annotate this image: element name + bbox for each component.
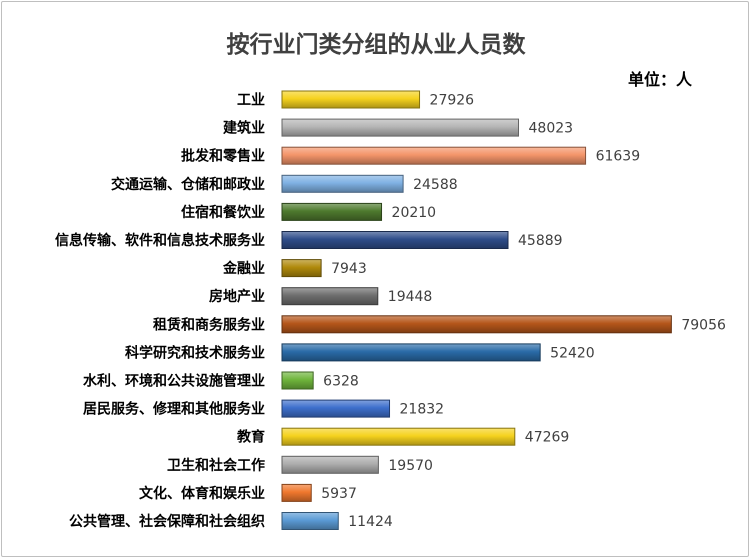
value-label: 19448 bbox=[388, 289, 433, 305]
bar bbox=[281, 90, 421, 109]
category-label: 科学研究和技术服务业 bbox=[125, 344, 265, 361]
category-label: 教育 bbox=[237, 429, 265, 446]
bar bbox=[281, 512, 339, 530]
bar bbox=[281, 399, 391, 418]
category-label: 房地产业 bbox=[209, 288, 265, 305]
category-label: 信息传输、软件和信息技术服务业 bbox=[55, 232, 265, 249]
bar bbox=[281, 343, 541, 362]
value-label: 48023 bbox=[529, 121, 574, 137]
value-label: 52420 bbox=[550, 345, 595, 361]
value-label: 20210 bbox=[392, 205, 437, 221]
bar bbox=[281, 427, 516, 446]
value-label: 21832 bbox=[400, 402, 445, 418]
bar bbox=[281, 315, 672, 334]
value-label: 79056 bbox=[681, 317, 726, 333]
category-label: 卫生和社会工作 bbox=[167, 457, 265, 474]
unit-label: 单位：人 bbox=[628, 70, 693, 89]
bar bbox=[281, 371, 314, 390]
bar bbox=[281, 202, 383, 221]
bar bbox=[281, 146, 587, 165]
category-label: 文化、体育和娱乐业 bbox=[139, 485, 265, 502]
value-label: 24588 bbox=[413, 177, 458, 193]
category-label: 公共管理、社会保障和社会组织 bbox=[69, 513, 265, 530]
category-label: 住宿和餐饮业 bbox=[181, 204, 265, 221]
bar bbox=[281, 231, 509, 249]
value-label: 45889 bbox=[518, 233, 563, 249]
category-label: 批发和零售业 bbox=[181, 148, 265, 165]
category-label: 租赁和商务服务业 bbox=[153, 316, 265, 333]
value-label: 47269 bbox=[525, 430, 570, 446]
value-label: 6328 bbox=[323, 374, 359, 390]
category-label: 水利、环境和公共设施管理业 bbox=[83, 373, 265, 390]
value-label: 11424 bbox=[348, 514, 393, 530]
bars-group: 工业 27926 建筑业 48023 批发和零售业 61639 交通运输、仓储和邮政业 245… bbox=[55, 90, 726, 530]
value-label: 5937 bbox=[321, 486, 357, 502]
bar bbox=[281, 483, 312, 502]
category-label: 工业 bbox=[237, 93, 265, 109]
value-label: 61639 bbox=[596, 149, 641, 165]
bar bbox=[281, 259, 322, 278]
bar bbox=[281, 174, 404, 193]
value-label: 19570 bbox=[388, 458, 433, 474]
bar bbox=[281, 118, 520, 137]
bar bbox=[281, 455, 379, 474]
category-label: 交通运输、仓储和邮政业 bbox=[111, 176, 265, 193]
value-label: 7943 bbox=[331, 261, 367, 277]
chart-title: 按行业门类分组的从业人员数 bbox=[227, 31, 527, 58]
value-label: 27926 bbox=[430, 93, 475, 109]
category-label: 建筑业 bbox=[223, 120, 265, 137]
category-label: 居民服务、修理和其他服务业 bbox=[83, 401, 265, 418]
category-label: 金融业 bbox=[222, 260, 265, 277]
bar bbox=[281, 287, 379, 306]
